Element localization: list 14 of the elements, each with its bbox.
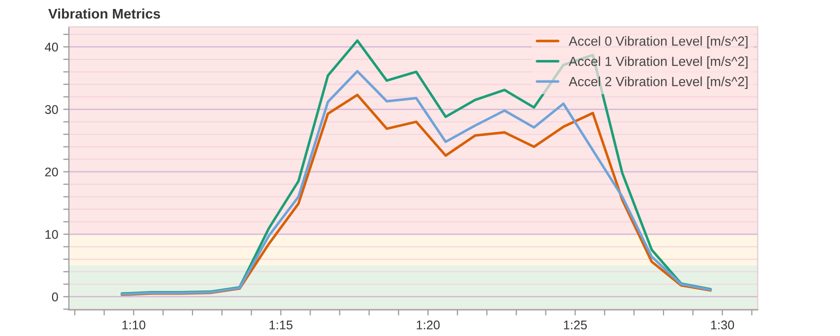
y-tick-label: 0 (52, 292, 58, 302)
x-tick-label: 1:10 (122, 320, 146, 330)
y-tick-label: 30 (45, 105, 58, 114)
y-tick-label: 40 (44, 42, 58, 52)
x-tick-label: 1:15 (270, 320, 292, 330)
legend-label: Accel 0 Vibration Level [m/s^2] (568, 36, 748, 48)
chart-title: Vibration Metrics (48, 8, 160, 19)
x-tick-label: 1:20 (416, 320, 440, 330)
y-tick-label: 20 (45, 168, 58, 176)
x-tick-label: 1:30 (711, 320, 734, 330)
legend-label: Accel 2 Vibration Level [m/s^2] (568, 76, 748, 89)
legend-label: Accel 1 Vibration Level [m/s^2] (568, 56, 748, 69)
x-tick-label: 1:25 (564, 320, 587, 330)
y-tick-label: 10 (46, 230, 58, 239)
